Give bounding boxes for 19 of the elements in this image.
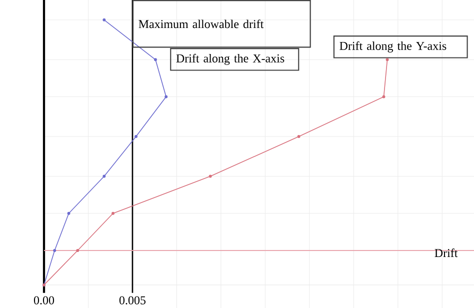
point bbox=[102, 174, 106, 178]
point bbox=[112, 212, 114, 215]
point bbox=[76, 249, 80, 252]
point bbox=[53, 249, 56, 252]
point bbox=[382, 95, 386, 98]
point bbox=[134, 135, 138, 138]
point bbox=[386, 58, 389, 62]
x-tick-label: 0.00 bbox=[34, 296, 54, 304]
point bbox=[67, 212, 70, 215]
point bbox=[297, 135, 300, 138]
point bbox=[208, 174, 212, 178]
ref-line-label: Maximum allowable drift bbox=[138, 20, 264, 28]
x-axis-title: Drift bbox=[434, 248, 458, 258]
point bbox=[154, 58, 157, 62]
point bbox=[102, 18, 106, 22]
series-label: Drift along the Y-axis bbox=[340, 41, 446, 52]
series-label: Drift along the X-axis bbox=[176, 54, 284, 65]
point bbox=[164, 95, 168, 98]
x-tick-label: 0.005 bbox=[119, 296, 146, 304]
